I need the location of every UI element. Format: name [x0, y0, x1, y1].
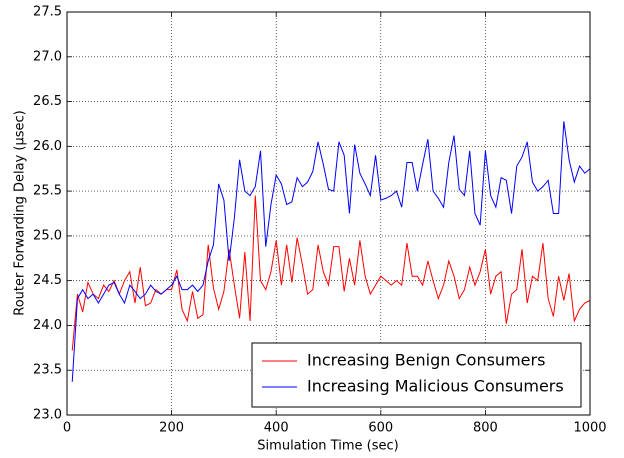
- y-tick-label: 27.0: [33, 49, 62, 64]
- x-tick-label: 800: [473, 421, 498, 436]
- plot-frame: [66, 11, 591, 416]
- legend-label: Increasing Benign Consumers: [307, 351, 545, 370]
- y-tick-label: 24.5: [33, 273, 62, 288]
- y-tick-label: 25.0: [33, 228, 62, 243]
- x-tick-label: 600: [368, 421, 393, 436]
- x-tick-label: 400: [264, 421, 289, 436]
- x-axis-label: Simulation Time (sec): [257, 439, 398, 454]
- x-tick-label: 1000: [573, 421, 606, 436]
- legend: Increasing Benign Consumers Increasing Ma…: [251, 342, 582, 408]
- y-tick-label: 27.5: [33, 5, 62, 20]
- x-tick-label: 200: [159, 421, 184, 436]
- y-tick-label: 24.0: [33, 318, 62, 333]
- y-tick-label: 23.0: [33, 408, 62, 423]
- y-tick-label: 26.5: [33, 94, 62, 109]
- data-line: [71, 121, 591, 382]
- y-tick-label: 25.5: [33, 184, 62, 199]
- legend-box: [251, 342, 582, 408]
- y-tick-label: 23.5: [33, 363, 62, 378]
- x-tick-label: 0: [63, 421, 71, 436]
- data-line: [71, 195, 591, 351]
- legend-label: Increasing Malicious Consumers: [307, 377, 564, 396]
- y-tick-label: 26.0: [33, 139, 62, 154]
- y-axis-label: Router Forwarding Delay (μsec): [13, 110, 28, 315]
